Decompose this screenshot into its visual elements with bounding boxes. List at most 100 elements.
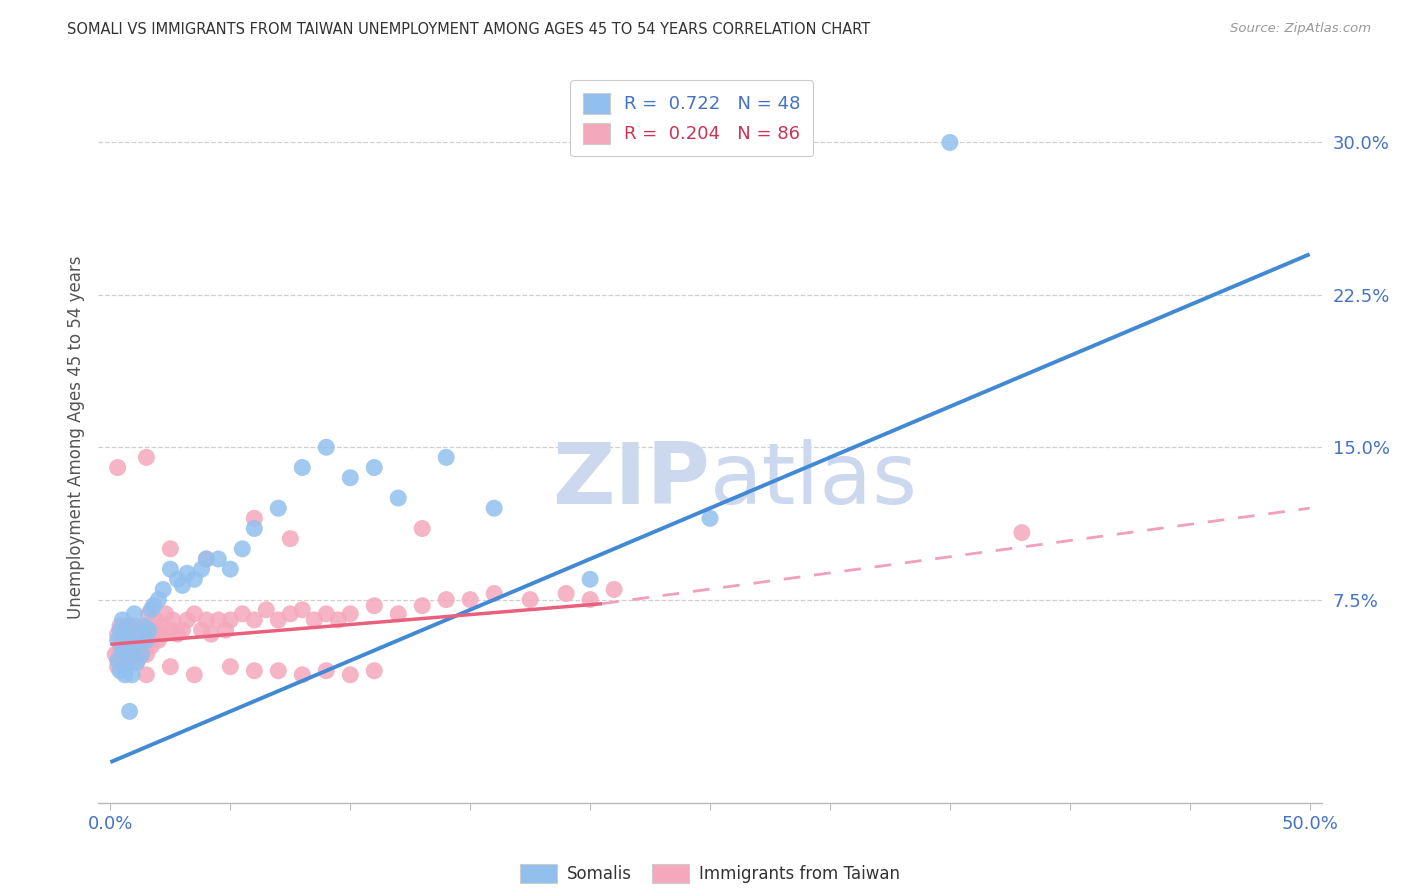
Point [200, 627, 222, 641]
Point [939, 136, 962, 150]
Point [267, 664, 290, 678]
Point [207, 613, 229, 627]
Point [111, 633, 134, 648]
Point [135, 619, 157, 633]
Legend: Somalis, Immigrants from Taiwan: Somalis, Immigrants from Taiwan [513, 857, 907, 889]
Point [214, 623, 236, 637]
Point [219, 562, 242, 576]
Point [162, 613, 184, 627]
Point [111, 613, 134, 627]
Point [135, 648, 157, 662]
Point [132, 623, 155, 637]
Point [107, 627, 129, 641]
Y-axis label: Unemployment Among Ages 45 to 54 years: Unemployment Among Ages 45 to 54 years [66, 255, 84, 619]
Point [304, 613, 326, 627]
Point [107, 654, 129, 668]
Point [159, 562, 181, 576]
Point [121, 667, 143, 682]
Point [555, 586, 578, 600]
Point [243, 664, 266, 678]
Point [141, 603, 163, 617]
Point [118, 619, 141, 633]
Point [131, 633, 153, 648]
Point [243, 522, 266, 536]
Point [172, 578, 194, 592]
Point [207, 552, 229, 566]
Point [411, 599, 433, 613]
Point [124, 619, 146, 633]
Point [195, 613, 218, 627]
Point [138, 633, 160, 648]
Point [315, 607, 337, 621]
Point [138, 607, 160, 621]
Point [519, 592, 541, 607]
Point [166, 572, 188, 586]
Point [159, 623, 181, 637]
Point [108, 664, 131, 678]
Point [243, 511, 266, 525]
Point [172, 623, 194, 637]
Point [603, 582, 626, 597]
Point [124, 607, 146, 621]
Point [107, 460, 129, 475]
Point [118, 619, 141, 633]
Point [148, 633, 170, 648]
Point [108, 619, 131, 633]
Point [111, 654, 134, 668]
Point [458, 592, 481, 607]
Point [114, 667, 136, 682]
Point [699, 511, 721, 525]
Point [387, 491, 409, 505]
Point [387, 607, 409, 621]
Point [121, 633, 143, 648]
Point [195, 552, 218, 566]
Point [124, 640, 146, 654]
Point [128, 627, 150, 641]
Point [108, 643, 131, 657]
Point [243, 613, 266, 627]
Point [291, 667, 314, 682]
Point [159, 541, 181, 556]
Text: atlas: atlas [710, 440, 918, 523]
Point [267, 501, 290, 516]
Point [107, 633, 129, 648]
Point [183, 572, 205, 586]
Point [135, 633, 157, 648]
Point [195, 552, 218, 566]
Point [145, 613, 167, 627]
Point [183, 607, 205, 621]
Point [176, 613, 198, 627]
Point [115, 627, 138, 641]
Point [142, 627, 165, 641]
Point [115, 648, 138, 662]
Point [108, 623, 131, 637]
Point [128, 623, 150, 637]
Point [291, 603, 314, 617]
Point [114, 627, 136, 641]
Point [183, 667, 205, 682]
Point [579, 572, 602, 586]
Point [339, 471, 361, 485]
Point [128, 640, 150, 654]
Point [124, 643, 146, 657]
Point [363, 664, 385, 678]
Point [118, 705, 141, 719]
Point [278, 532, 301, 546]
Point [363, 599, 385, 613]
Text: Source: ZipAtlas.com: Source: ZipAtlas.com [1230, 22, 1371, 36]
Point [114, 619, 136, 633]
Point [315, 440, 337, 454]
Point [141, 640, 163, 654]
Point [328, 613, 350, 627]
Point [482, 586, 505, 600]
Point [118, 654, 141, 668]
Point [190, 623, 212, 637]
Point [131, 648, 153, 662]
Point [121, 648, 143, 662]
Text: ZIP: ZIP [553, 440, 710, 523]
Point [115, 640, 138, 654]
Point [231, 541, 253, 556]
Point [482, 501, 505, 516]
Point [135, 667, 157, 682]
Text: SOMALI VS IMMIGRANTS FROM TAIWAN UNEMPLOYMENT AMONG AGES 45 TO 54 YEARS CORRELAT: SOMALI VS IMMIGRANTS FROM TAIWAN UNEMPLO… [67, 22, 870, 37]
